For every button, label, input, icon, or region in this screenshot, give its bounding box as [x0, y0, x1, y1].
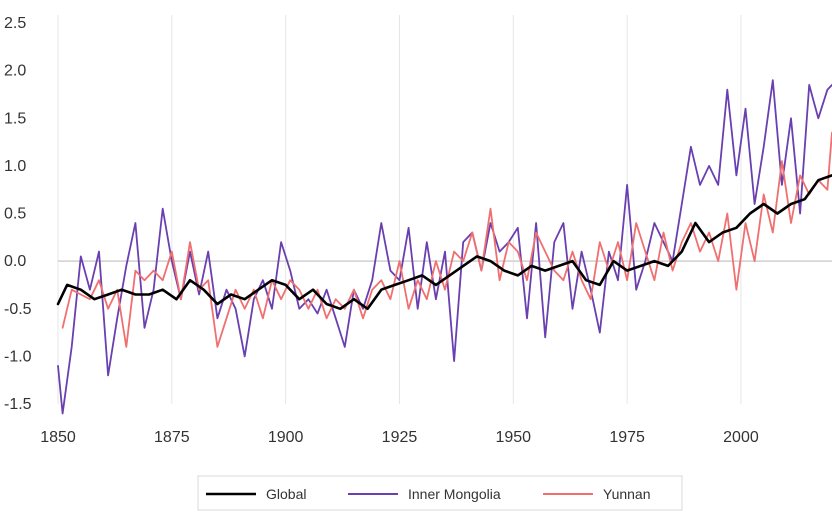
x-tick-labels: 1850 1875 1900 1925 1950 1975 2000 [40, 429, 759, 446]
x-tick-label: 1925 [382, 429, 418, 446]
legend-label-inner-mongolia: Inner Mongolia [408, 486, 501, 502]
legend-label-yunnan: Yunnan [603, 486, 651, 502]
y-tick-label: 0.0 [4, 253, 26, 270]
y-tick-label: 1.5 [4, 110, 26, 127]
y-tick-label: -1.5 [4, 396, 32, 413]
x-tick-label: 1950 [495, 429, 531, 446]
series-line-inner-mongolia [57, 79, 832, 415]
x-tick-label: 2000 [723, 429, 759, 446]
x-tick-label: 1850 [40, 429, 76, 446]
grid-layer [57, 15, 832, 404]
y-tick-labels: -1.5 -1.0 -0.5 0.0 0.5 1.0 1.5 2.0 2.5 [4, 15, 32, 413]
y-tick-label: -1.0 [4, 348, 32, 365]
y-tick-label: 1.0 [4, 158, 26, 175]
y-tick-label: 0.5 [4, 206, 26, 223]
y-tick-label: -0.5 [4, 301, 32, 318]
x-tick-label: 1900 [268, 429, 304, 446]
series-line-global [56, 174, 832, 311]
y-tick-label: 2.5 [4, 15, 26, 32]
legend-box [197, 475, 683, 511]
x-tick-label: 1975 [609, 429, 645, 446]
x-tick-label: 1875 [154, 429, 190, 446]
legend: Global Inner Mongolia Yunnan [197, 475, 683, 511]
legend-label-global: Global [266, 486, 306, 502]
series-layer [56, 79, 832, 415]
series-line-yunnan [61, 131, 832, 348]
y-tick-label: 2.0 [4, 63, 26, 80]
